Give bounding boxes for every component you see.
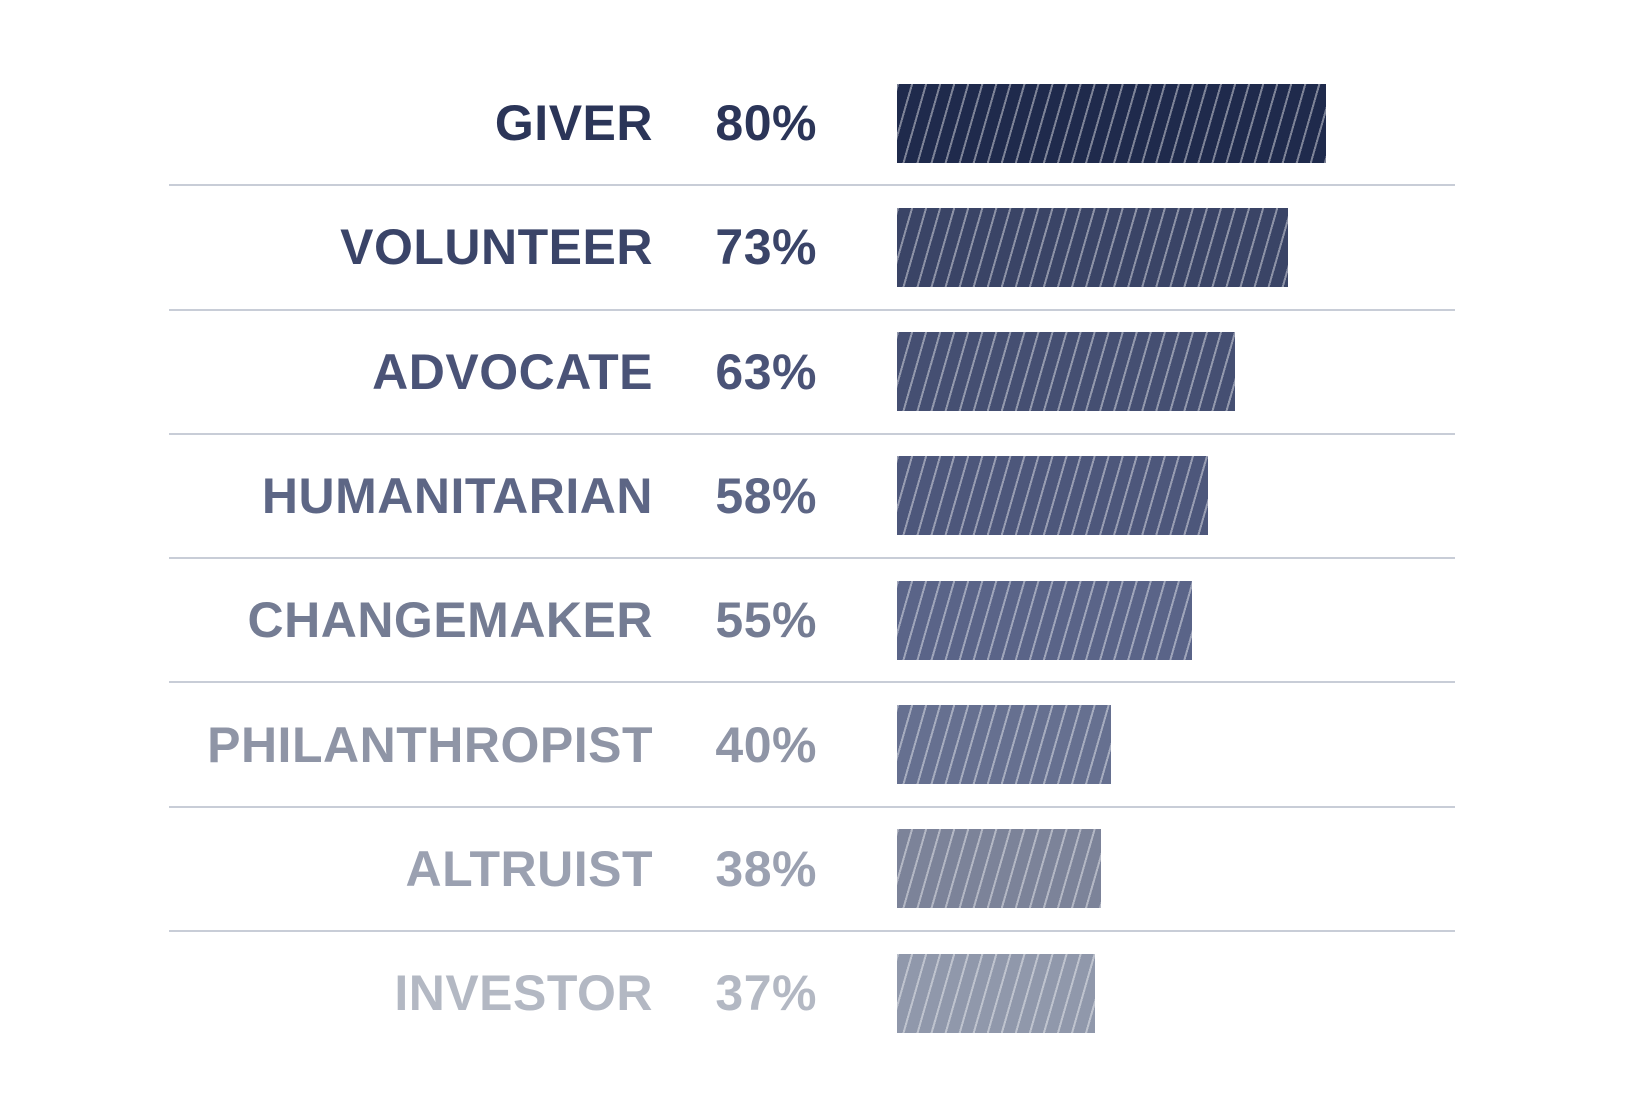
bar	[897, 332, 1235, 412]
value-label: 55%	[715, 592, 817, 649]
row-separator	[169, 805, 1455, 808]
bar	[897, 953, 1096, 1033]
category-label: VOLUNTEER	[340, 219, 653, 276]
chart-row: ADVOCATE 63%	[0, 310, 1632, 435]
bar	[897, 704, 1112, 784]
chart-row: HUMANITARIAN 58%	[0, 434, 1632, 560]
value-label: 37%	[715, 965, 817, 1022]
category-label: HUMANITARIAN	[261, 468, 653, 525]
row-separator	[169, 930, 1455, 933]
row-separator	[169, 557, 1455, 560]
category-label: ALTRUIST	[405, 840, 653, 897]
chart-row: ALTRUIST 38%	[0, 807, 1632, 933]
value-label: 38%	[715, 840, 817, 897]
row-separator	[169, 681, 1455, 684]
bar	[897, 456, 1208, 536]
category-label: CHANGEMAKER	[247, 592, 653, 649]
chart-row: INVESTOR 37%	[0, 931, 1632, 1055]
value-label: 73%	[715, 219, 817, 276]
value-label: 40%	[715, 716, 817, 773]
row-separator	[169, 308, 1455, 311]
category-label: PHILANTHROPIST	[207, 716, 653, 773]
bar	[897, 580, 1192, 660]
category-label: INVESTOR	[394, 965, 653, 1022]
value-label: 80%	[715, 95, 817, 152]
chart-row: PHILANTHROPIST 40%	[0, 682, 1632, 808]
category-label: ADVOCATE	[372, 343, 653, 400]
chart-row: VOLUNTEER 73%	[0, 185, 1632, 311]
bar	[897, 207, 1289, 287]
bar	[897, 829, 1101, 909]
bar	[897, 83, 1326, 163]
category-label: GIVER	[494, 95, 653, 152]
row-separator	[169, 184, 1455, 187]
chart-row: CHANGEMAKER 55%	[0, 558, 1632, 684]
row-separator	[169, 432, 1455, 435]
chart-row: GIVER 80%	[0, 61, 1632, 187]
value-label: 63%	[715, 343, 817, 400]
value-label: 58%	[715, 468, 817, 525]
